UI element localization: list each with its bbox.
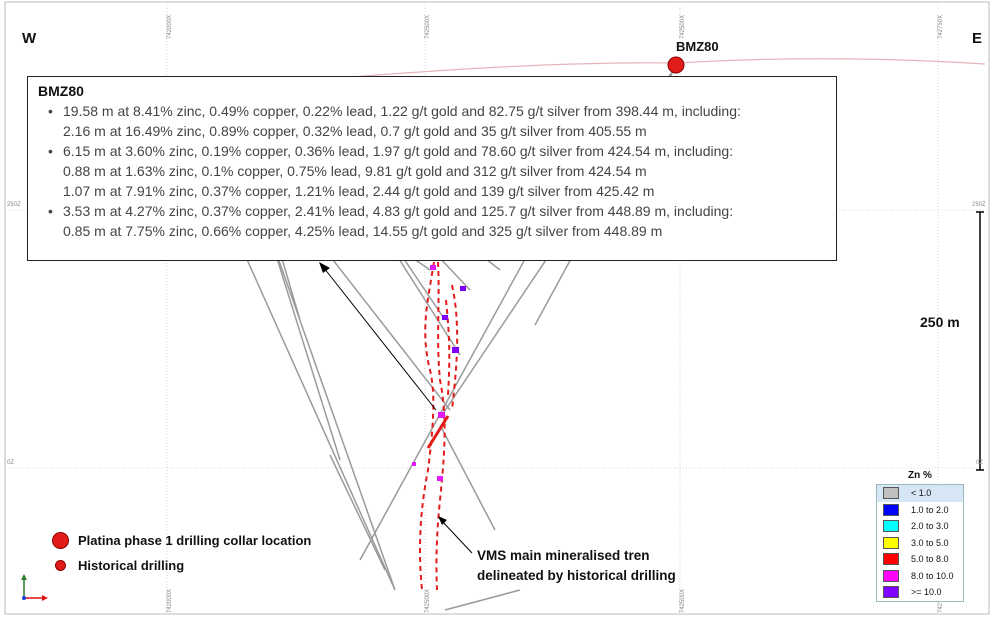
assay-mark	[412, 462, 416, 466]
grid-label-left-1: 250Z	[7, 202, 21, 208]
result-interval: 6.15 m at 3.60% zinc, 0.19% copper, 0.36…	[48, 141, 826, 201]
grid-label-bottom-1: 742000X	[167, 588, 174, 614]
zn-range-label: 5.0 to 8.0	[911, 554, 949, 565]
zn-range-label: 2.0 to 3.0	[911, 521, 949, 532]
assay-mark	[438, 412, 445, 418]
zn-range-label: 8.0 to 10.0	[911, 570, 954, 581]
trend-line	[445, 299, 451, 396]
section-frame	[4, 1, 990, 615]
result-interval: 19.58 m at 8.41% zinc, 0.49% copper, 0.2…	[48, 101, 826, 141]
assay-mark	[430, 265, 436, 270]
results-box-title: BMZ80	[38, 83, 84, 99]
grid-label-top-3: 742500X	[680, 14, 687, 40]
zn-range-label: 1.0 to 2.0	[911, 504, 949, 515]
zn-legend-row: 1.0 to 2.0	[877, 502, 963, 519]
grid-label-bottom-3: 742500X	[680, 588, 687, 614]
axis-triad-arrow-up	[21, 574, 27, 580]
arrow-shaft	[323, 267, 437, 411]
zn-swatch	[883, 520, 899, 533]
drillhole-trace	[444, 589, 521, 611]
trend-line	[419, 261, 435, 591]
zn-swatch	[883, 487, 899, 500]
assay-mark	[452, 347, 459, 353]
vms-trend-note: VMS main mineralised tren delineated by …	[477, 546, 676, 586]
grid-label-top-2: 742500X	[425, 14, 432, 40]
east-label: E	[972, 30, 983, 47]
zn-swatch	[883, 586, 899, 599]
zn-legend-box: < 1.0 1.0 to 2.0 2.0 to 3.0 3.0 to 5.0 5…	[876, 484, 964, 602]
zn-swatch	[883, 536, 899, 549]
annotation-arrow	[319, 262, 473, 554]
result-interval: 3.53 m at 4.27% zinc, 0.37% copper, 2.41…	[48, 201, 826, 241]
drillhole-trace	[329, 454, 386, 571]
vms-note-line1: VMS main mineralised tren	[477, 548, 650, 563]
legend-collar-item: Platina phase 1 drilling collar location	[52, 532, 311, 549]
grid-label-left-2: 0Z	[7, 460, 15, 466]
axis-triad-origin	[22, 596, 26, 600]
zn-legend-row: 3.0 to 5.0	[877, 535, 963, 552]
assay-intervals	[412, 265, 466, 481]
zn-swatch	[883, 569, 899, 582]
drillhole-trace	[439, 424, 496, 531]
vms-trend-outline	[419, 261, 459, 591]
legend-historical-item: Historical drilling	[52, 558, 184, 573]
scale-bar-label: 250 m	[920, 314, 960, 330]
west-label: W	[22, 30, 37, 47]
zn-legend-row: 8.0 to 10.0	[877, 568, 963, 585]
grid-label-bottom-2: 742500X	[425, 588, 432, 614]
result-interval-sub: 0.88 m at 1.63% zinc, 0.1% copper, 0.75%…	[63, 163, 647, 179]
trend-line	[435, 261, 446, 591]
assay-mark	[437, 476, 443, 481]
axis-triad-icon	[21, 574, 48, 601]
grid-label-right-2: 0Z	[976, 460, 984, 466]
zn-grade-legend: Zn % < 1.0 1.0 to 2.0 2.0 to 3.0 3.0 to …	[876, 470, 964, 602]
zn-legend-title: Zn %	[908, 470, 932, 481]
zn-legend-row: 5.0 to 8.0	[877, 551, 963, 568]
results-list: 19.58 m at 8.41% zinc, 0.49% copper, 0.2…	[38, 101, 826, 241]
scale-bar	[976, 211, 984, 471]
bmz80-results-box: BMZ80 19.58 m at 8.41% zinc, 0.49% coppe…	[27, 76, 837, 261]
grid-label-right-1: 250Z	[972, 202, 986, 208]
arrow-shaft-note	[440, 519, 473, 554]
zn-swatch	[883, 503, 899, 516]
assay-mark	[460, 286, 466, 291]
result-interval-main: 19.58 m at 8.41% zinc, 0.49% copper, 0.2…	[63, 103, 741, 119]
result-interval-sub: 2.16 m at 16.49% zinc, 0.89% copper, 0.3…	[63, 123, 647, 139]
grid-label-top-1: 742000X	[167, 14, 174, 40]
axis-triad-arrow-right	[42, 595, 48, 601]
result-interval-sub: 0.85 m at 7.75% zinc, 0.66% copper, 4.25…	[63, 223, 663, 239]
zn-legend-row: >= 10.0	[877, 584, 963, 601]
bmz80-trace	[359, 249, 531, 561]
collar-legend-icon	[52, 532, 69, 549]
drillhole-trace	[244, 254, 396, 591]
collar-legend-label: Platina phase 1 drilling collar location	[78, 533, 312, 548]
assay-mark	[442, 315, 448, 320]
zn-swatch	[883, 553, 899, 566]
grid-label-top-4: 742750X	[938, 14, 945, 40]
historical-legend-icon	[55, 560, 66, 571]
zn-range-label: < 1.0	[911, 488, 932, 499]
high-grade-interval	[426, 415, 450, 449]
result-interval-sub: 1.07 m at 7.91% zinc, 0.37% copper, 1.21…	[63, 183, 655, 199]
zn-range-label: >= 10.0	[911, 587, 942, 598]
zn-legend-row: < 1.0	[877, 485, 963, 502]
result-interval-main: 3.53 m at 4.27% zinc, 0.37% copper, 2.41…	[63, 203, 734, 219]
historical-legend-label: Historical drilling	[78, 558, 185, 573]
zn-legend-row: 2.0 to 3.0	[877, 518, 963, 535]
bmz80-collar-label: BMZ80	[676, 39, 719, 54]
arrow-head	[319, 262, 330, 273]
arrow-head-note	[438, 516, 447, 525]
zn-range-label: 3.0 to 5.0	[911, 537, 949, 548]
bmz80-collar-marker	[667, 56, 685, 74]
result-interval-main: 6.15 m at 3.60% zinc, 0.19% copper, 0.36…	[63, 143, 734, 159]
vms-note-line2: delineated by historical drilling	[477, 568, 676, 583]
